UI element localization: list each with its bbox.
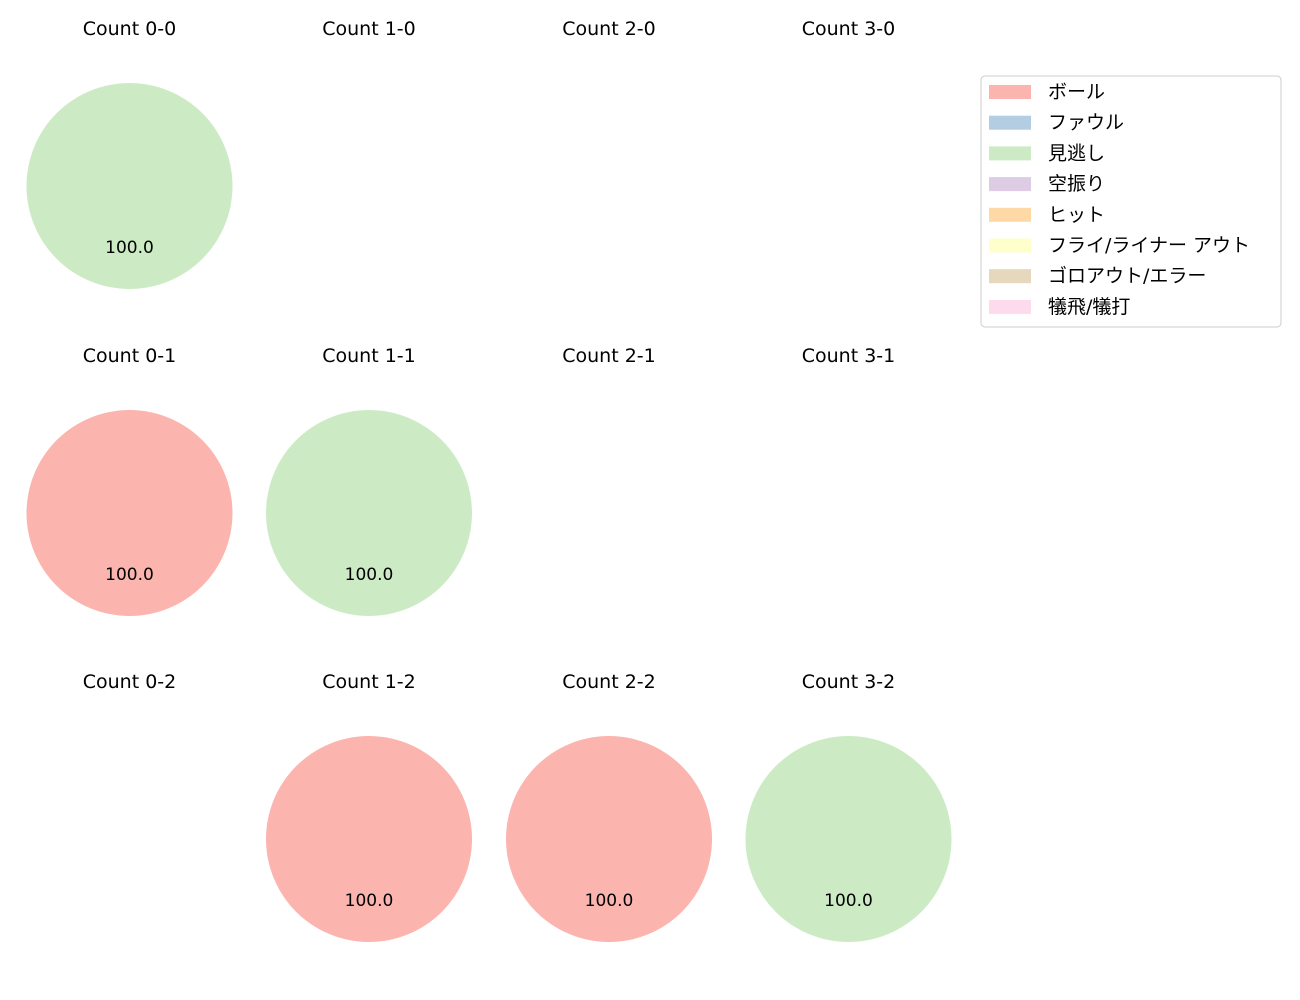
legend-swatch xyxy=(989,177,1031,192)
slice-percent-label: 100.0 xyxy=(585,891,634,911)
legend-swatch xyxy=(989,299,1031,314)
panel-title: Count 1-0 xyxy=(322,18,416,40)
legend-label: ファウル xyxy=(1048,112,1124,134)
pie-slice xyxy=(266,410,472,616)
slice-percent-label: 100.0 xyxy=(345,891,394,911)
pie-slice xyxy=(26,410,233,616)
pie-slice xyxy=(745,736,952,942)
panel-title: Count 0-0 xyxy=(83,18,177,40)
panel-title: Count 3-2 xyxy=(802,671,896,693)
slice-percent-label: 100.0 xyxy=(105,238,154,258)
legend-swatch xyxy=(989,85,1031,99)
legend-label: 見逃し xyxy=(1048,142,1105,164)
legend-swatch xyxy=(989,207,1031,222)
legend-label: 空振り xyxy=(1048,173,1105,195)
panel-title: Count 3-1 xyxy=(802,345,896,367)
legend-label: 犠飛/犠打 xyxy=(1048,296,1130,318)
panel-title: Count 0-1 xyxy=(83,345,177,367)
legend-label: ヒット xyxy=(1048,204,1105,226)
legend-swatch xyxy=(989,269,1031,284)
panel-title: Count 0-2 xyxy=(83,671,177,693)
legend-swatch xyxy=(989,115,1031,130)
panel-title: Count 1-1 xyxy=(322,345,416,367)
legend-label: ボール xyxy=(1048,81,1105,103)
slice-percent-label: 100.0 xyxy=(345,565,394,585)
pie-slice xyxy=(266,736,472,942)
legend-label: ゴロアウト/エラー xyxy=(1048,265,1206,287)
panel-title: Count 1-2 xyxy=(322,671,416,693)
pie-slice xyxy=(506,736,712,942)
panel-title: Count 2-2 xyxy=(562,671,656,693)
panel-title: Count 2-1 xyxy=(562,345,656,367)
legend xyxy=(980,75,1282,328)
pie-slice xyxy=(26,83,233,289)
legend-swatch xyxy=(989,238,1031,253)
legend-label: フライ/ライナー アウト xyxy=(1048,235,1250,257)
panel-title: Count 3-0 xyxy=(802,18,896,40)
panel-title: Count 2-0 xyxy=(562,18,656,40)
slice-percent-label: 100.0 xyxy=(824,891,873,911)
legend-swatch xyxy=(989,146,1031,161)
slice-percent-label: 100.0 xyxy=(105,565,154,585)
